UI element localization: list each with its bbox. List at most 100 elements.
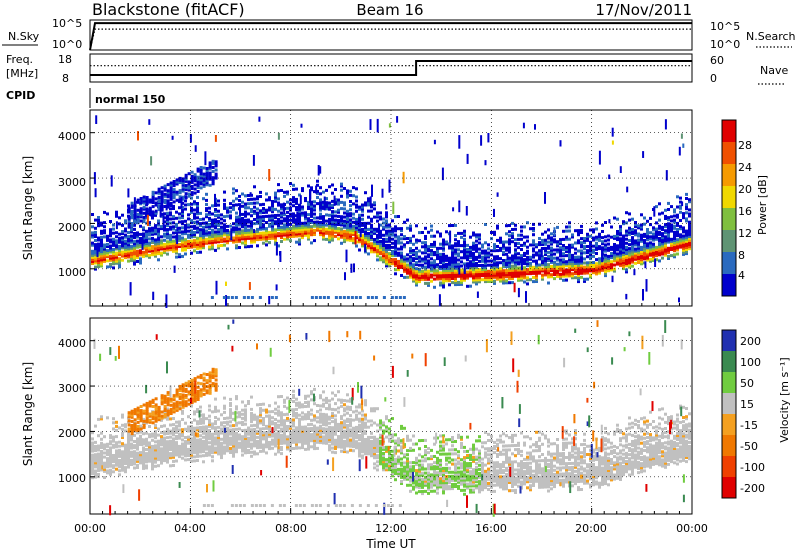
heat-cell bbox=[235, 238, 238, 242]
heat-cell bbox=[295, 432, 298, 436]
heat-cell bbox=[253, 218, 256, 221]
heat-cell bbox=[469, 264, 472, 268]
heat-cell bbox=[115, 435, 118, 439]
heat-cell bbox=[157, 458, 160, 462]
heat-cell bbox=[547, 271, 550, 275]
heat-cell bbox=[112, 248, 115, 251]
heat-cell bbox=[232, 199, 235, 203]
heat-cell bbox=[253, 415, 256, 419]
heat-cell bbox=[424, 241, 427, 245]
heat-ground-cell bbox=[342, 296, 346, 300]
heat-cell bbox=[325, 227, 328, 231]
heat-cell bbox=[568, 247, 571, 251]
heat-cell bbox=[388, 243, 391, 247]
heat-cell bbox=[619, 227, 622, 231]
heat-cell bbox=[655, 233, 658, 237]
heat-cell bbox=[136, 235, 139, 239]
heat-cell bbox=[607, 261, 610, 264]
heat-cell bbox=[217, 238, 220, 242]
heat-cell bbox=[244, 245, 247, 249]
heat-cell bbox=[436, 257, 439, 261]
heat-patch-cell bbox=[139, 209, 143, 213]
heat-cell bbox=[229, 216, 232, 220]
heat-cell bbox=[547, 228, 550, 232]
heat-cell bbox=[331, 210, 334, 214]
heat-patch-cell bbox=[148, 198, 152, 202]
heat-cell bbox=[514, 270, 517, 274]
heat-cell bbox=[277, 419, 280, 423]
heat-cell bbox=[616, 258, 619, 262]
heat-speckle bbox=[611, 275, 614, 283]
heat-cell bbox=[544, 271, 547, 275]
heat-cell bbox=[268, 426, 271, 430]
heat-cell bbox=[415, 252, 418, 256]
heat-cell bbox=[190, 251, 193, 255]
heat-cell bbox=[373, 215, 376, 219]
heat-cell bbox=[664, 208, 667, 212]
heat-cell bbox=[649, 257, 652, 261]
heat-speckle bbox=[296, 211, 299, 225]
heat-ground-cell bbox=[322, 296, 326, 300]
heat-speckle bbox=[189, 134, 192, 143]
heat-cell bbox=[292, 436, 295, 440]
heat-patch-cell bbox=[205, 177, 209, 181]
heat-cell bbox=[91, 459, 94, 463]
heat-cell bbox=[133, 223, 136, 227]
heat-cell bbox=[370, 250, 373, 254]
heat-cell bbox=[586, 271, 589, 275]
heat-cell bbox=[676, 240, 679, 244]
heat-cell bbox=[688, 228, 691, 232]
heat-cell bbox=[238, 239, 241, 243]
heat-speckle bbox=[625, 293, 628, 300]
heat-cell bbox=[535, 275, 538, 279]
heat-cell bbox=[238, 427, 241, 431]
heat-cell bbox=[184, 199, 187, 203]
heat-cell bbox=[205, 425, 208, 429]
heat-cell bbox=[202, 425, 205, 429]
heat-cell bbox=[304, 429, 307, 433]
heat-cell bbox=[424, 265, 427, 269]
heat-cell bbox=[568, 264, 571, 268]
heat-speckle bbox=[371, 184, 373, 197]
heat-cell bbox=[148, 255, 151, 259]
heat-cell bbox=[208, 206, 211, 210]
heat-cell bbox=[580, 263, 583, 267]
heat-cell bbox=[265, 231, 268, 235]
heat-cell bbox=[403, 265, 406, 269]
heat-cell bbox=[169, 443, 172, 447]
heat-cell bbox=[229, 446, 232, 450]
heat-cell bbox=[151, 438, 154, 442]
heat-cell bbox=[352, 220, 355, 224]
heat-cell bbox=[424, 243, 427, 247]
heat-cell bbox=[550, 246, 553, 250]
heat-cell bbox=[253, 234, 256, 238]
heat-cell bbox=[229, 451, 232, 454]
heat-cell bbox=[310, 231, 313, 235]
heat-cell bbox=[499, 236, 502, 240]
heat-cell bbox=[595, 264, 598, 268]
heat-cell bbox=[193, 233, 196, 236]
heat-cell bbox=[454, 256, 457, 260]
heat-cell bbox=[220, 429, 223, 433]
heat-cell bbox=[382, 233, 385, 237]
heat-cell bbox=[175, 445, 178, 449]
heat-cell bbox=[238, 445, 241, 449]
heat-cell bbox=[451, 258, 454, 262]
heat-patch-cell bbox=[172, 182, 176, 185]
heat-cell bbox=[142, 234, 145, 238]
heat-cell bbox=[202, 246, 205, 250]
heat-cell bbox=[280, 221, 283, 225]
heat-cell bbox=[136, 239, 139, 243]
heat-cell bbox=[208, 441, 211, 445]
heat-cell bbox=[217, 215, 220, 219]
heat-cell bbox=[235, 227, 238, 231]
heat-cell bbox=[118, 222, 121, 226]
heat-cell bbox=[541, 238, 544, 242]
heat-cell bbox=[628, 228, 631, 232]
heat-cell bbox=[439, 281, 442, 285]
heat-cell bbox=[649, 249, 652, 253]
heat-cell bbox=[292, 412, 295, 416]
heat-cell bbox=[127, 455, 130, 459]
heat-cell bbox=[139, 440, 142, 444]
heat-cell bbox=[184, 450, 187, 454]
